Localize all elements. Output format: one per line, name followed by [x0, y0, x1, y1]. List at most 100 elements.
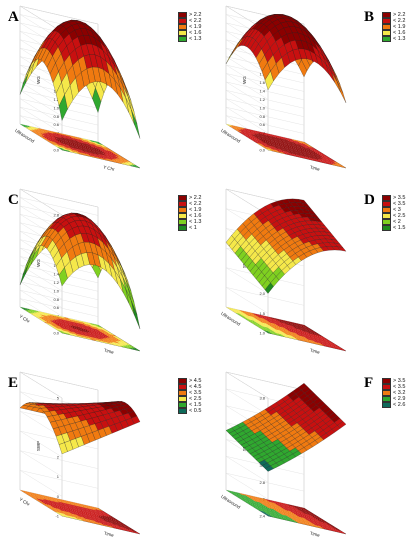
z-tick-label: 1.0 [53, 288, 59, 293]
legend: > 2.2 < 2.2 < 1.9 < 1.6 < 1.3 [178, 12, 201, 42]
response-surface [19, 212, 141, 330]
legend-swatch [178, 408, 187, 414]
z-tick-label: 1.0 [53, 105, 59, 110]
legend-entry: < 1.9 [382, 24, 405, 30]
z-tick-label: 1.0 [259, 331, 265, 336]
z-tick-label: 0.6 [259, 122, 265, 127]
legend-entry: > 2.2 [382, 12, 405, 18]
z-tick-label: -1 [55, 514, 59, 519]
contour-floor [20, 124, 140, 168]
y-axis-label: Time [310, 348, 321, 355]
legend-entry: > 4.5 [178, 378, 201, 384]
z-tick-label: 1.8 [259, 72, 265, 77]
y-axis-label: Time [104, 531, 115, 538]
legend-entry: > 3.5 [382, 378, 405, 384]
legend-swatch [382, 36, 391, 42]
y-axis-label: Y Chr [103, 164, 116, 172]
legend: > 2.2 < 2.2 < 1.9 < 1.6 < 1.3 [382, 12, 405, 42]
legend-swatch [178, 12, 187, 18]
legend: > 2.2 < 2.2 < 1.9 < 1.6 < 1.3 < 1 [178, 195, 201, 231]
legend-swatch [382, 24, 391, 30]
legend-entry: < 3.5 [178, 390, 201, 396]
legend-label: > 3.5 [393, 378, 406, 384]
panel-d: 1.01.52.02.53.03.54.0SWPTimeUltrasoundD>… [206, 183, 412, 366]
legend-entry: < 3.2 [382, 390, 405, 396]
legend-label: < 2.9 [393, 396, 406, 402]
z-tick-label: 2.8 [259, 480, 265, 485]
legend-label: < 1.9 [189, 207, 202, 213]
legend-label: > 2.2 [189, 195, 202, 201]
legend-label: < 1.3 [393, 36, 406, 42]
legend-entry: < 2.2 [178, 201, 201, 207]
legend-entry: < 1.6 [382, 30, 405, 36]
panel-label: E [8, 375, 19, 391]
legend-label: < 3.5 [189, 390, 202, 396]
legend-swatch [178, 207, 187, 213]
legend-label: < 1.6 [189, 213, 202, 219]
contour-floor [20, 490, 140, 534]
contour-floor [20, 307, 140, 351]
panel-label: B [364, 9, 375, 25]
legend-label: < 3.5 [393, 384, 406, 390]
legend: > 3.5 < 3.5 < 3 < 2.5 < 2 < 1.5 [382, 195, 405, 231]
legend-swatch [178, 30, 187, 36]
z-tick-label: 1.4 [53, 272, 59, 277]
legend-entry: < 1.5 [178, 402, 201, 408]
legend-label: < 1.3 [189, 36, 202, 42]
z-tick-label: 0.0 [53, 148, 59, 153]
panel-label: C [8, 192, 19, 208]
legend-entry: < 4.5 [178, 384, 201, 390]
x-axis-label: Y Chr [18, 497, 31, 508]
response-surface [19, 19, 141, 139]
panel-b: 0.00.20.40.60.81.01.21.41.61.82.02.22.42… [206, 0, 412, 183]
legend-swatch [178, 378, 187, 384]
surface-plot: 0.00.20.40.60.81.01.21.41.61.82.02.22.42… [14, 5, 141, 172]
legend-swatch [382, 225, 391, 231]
legend-entry: < 2.9 [382, 396, 405, 402]
z-tick-label: 1.2 [53, 97, 59, 102]
panel-label: A [8, 9, 19, 25]
legend-swatch [178, 225, 187, 231]
legend-label: < 1 [189, 225, 197, 231]
legend-swatch [382, 201, 391, 207]
z-axis-label: SWP [36, 441, 41, 451]
legend-entry: < 1.6 [178, 30, 201, 36]
contour-floor [226, 124, 346, 168]
legend-label: < 2 [393, 219, 401, 225]
legend-entry: < 3.5 [382, 384, 405, 390]
legend-swatch [382, 195, 391, 201]
z-tick-label: 0.6 [53, 305, 59, 310]
legend-label: < 3.2 [393, 390, 406, 396]
panel-label: F [364, 375, 374, 391]
legend-label: < 1.9 [189, 24, 202, 30]
z-tick-label: 0.8 [53, 114, 59, 119]
legend-entry: < 3.5 [382, 201, 405, 207]
legend-entry: > 2.2 [178, 195, 201, 201]
legend-entry: > 2.2 [178, 12, 201, 18]
legend-entry: < 2 [382, 219, 405, 225]
z-tick-label: 3.8 [259, 396, 265, 401]
legend-label: > 3.5 [393, 195, 406, 201]
response-surface [225, 198, 347, 294]
response-surface [225, 14, 347, 103]
y-axis-label: Time [310, 165, 321, 172]
z-tick-label: 1.5 [259, 311, 265, 316]
legend-swatch [178, 219, 187, 225]
legend-label: < 2.2 [189, 201, 202, 207]
z-tick-label: 2.0 [259, 291, 265, 296]
legend-swatch [382, 12, 391, 18]
z-axis-label: WG [36, 259, 41, 267]
legend-label: < 3.5 [393, 201, 406, 207]
z-tick-label: 2 [57, 455, 60, 460]
legend: > 3.5 < 3.5 < 3.2 < 2.9 < 2.6 [382, 378, 405, 408]
legend-entry: < 1.5 [382, 225, 405, 231]
z-tick-label: 0 [57, 494, 60, 499]
z-tick-label: 5 [57, 396, 60, 401]
panel-c: 0.00.20.40.60.81.01.21.41.61.82.02.22.42… [0, 183, 206, 366]
legend-swatch [178, 402, 187, 408]
z-tick-label: 0.8 [259, 114, 265, 119]
legend-swatch [382, 402, 391, 408]
legend-swatch [178, 18, 187, 24]
y-axis-label: Time [310, 531, 321, 538]
legend-entry: < 1 [178, 225, 201, 231]
